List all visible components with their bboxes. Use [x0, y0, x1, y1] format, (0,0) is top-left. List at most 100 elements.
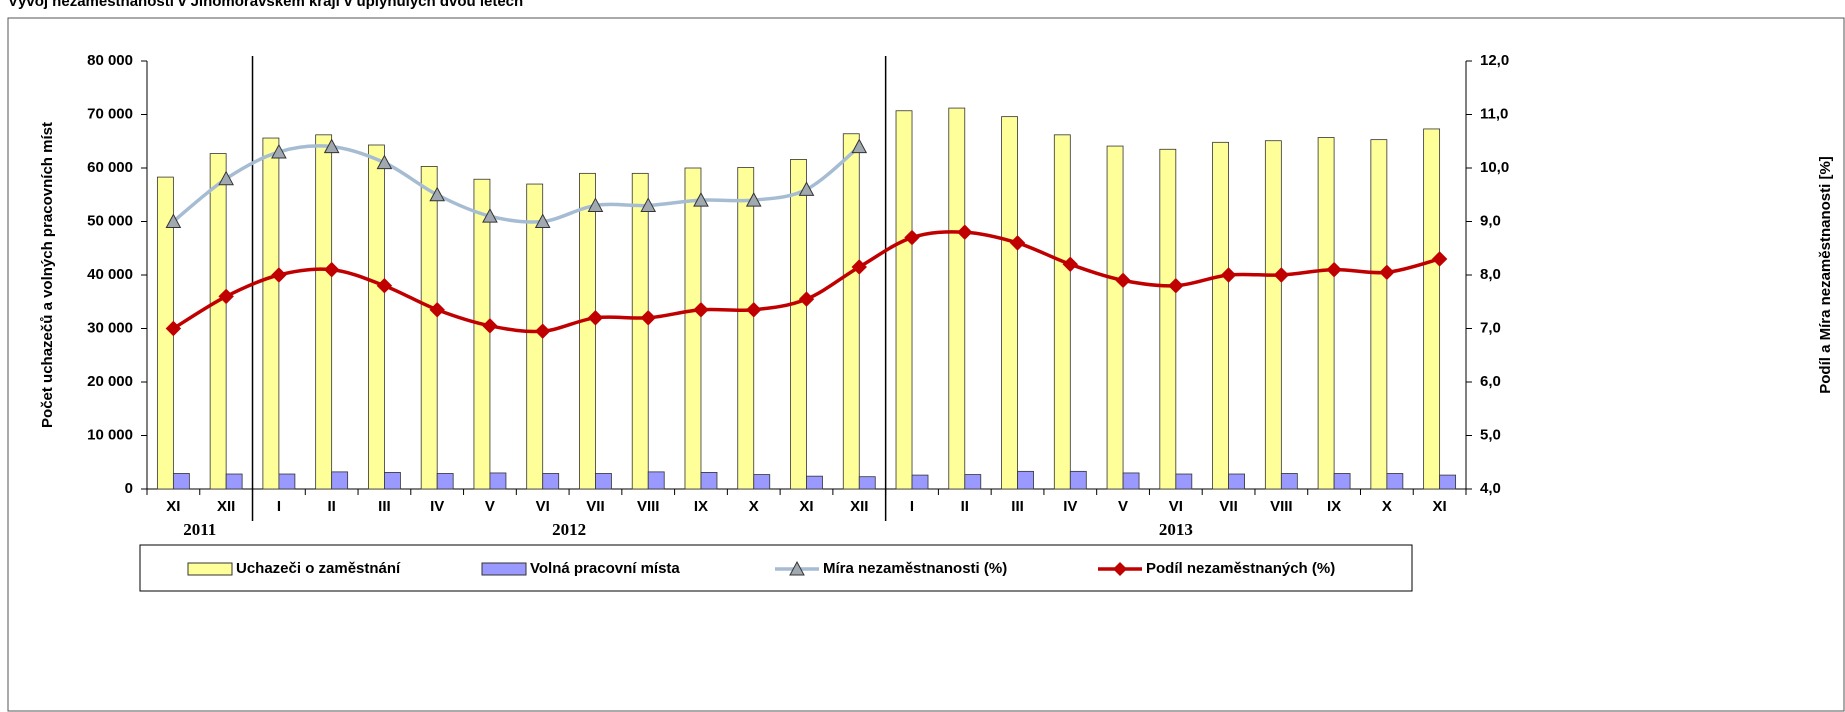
y2-tick-label: 5,0	[1480, 426, 1501, 443]
bar	[262, 137, 280, 490]
bar	[1106, 145, 1124, 490]
x-tick-label: VII	[586, 498, 604, 515]
bar	[278, 473, 296, 490]
bar	[1122, 472, 1140, 490]
x-tick-label: II	[961, 498, 969, 515]
marker	[323, 261, 340, 278]
marker	[323, 138, 340, 154]
bar	[368, 144, 385, 490]
x-tick-label: XII	[217, 498, 235, 515]
marker	[534, 323, 551, 339]
bar	[1264, 140, 1282, 490]
bar	[315, 134, 333, 490]
legend-marker	[789, 560, 805, 576]
x-tick-label: XI	[1433, 498, 1447, 515]
x-tick-label: X	[749, 498, 759, 515]
legend-marker	[1113, 562, 1127, 576]
marker	[640, 197, 657, 212]
marker	[957, 224, 973, 240]
bar	[842, 133, 860, 490]
x-tick-label: IX	[1327, 498, 1341, 515]
y2-axis-label: Podíl a Míra nezaměstnanosti [%]	[1817, 156, 1834, 394]
marker	[693, 302, 709, 318]
x-tick-label: XI	[799, 498, 813, 515]
marker	[429, 302, 445, 318]
bar	[1439, 474, 1457, 490]
marker	[165, 213, 182, 228]
bar	[579, 172, 596, 490]
marker	[429, 186, 446, 202]
year-label: 2011	[183, 520, 216, 539]
x-tick-label: I	[910, 498, 914, 515]
bar	[684, 167, 702, 490]
year-label: 2013	[1159, 520, 1193, 539]
x-tick-label: VIII	[637, 498, 660, 515]
bar	[806, 475, 823, 490]
marker	[1326, 261, 1342, 278]
bar	[526, 183, 544, 490]
bar	[1175, 473, 1193, 490]
bar	[631, 172, 649, 490]
bar	[1386, 473, 1404, 490]
bar	[1370, 139, 1388, 490]
marker	[218, 170, 234, 186]
x-tick-label: VIII	[1270, 498, 1293, 515]
marker	[1431, 251, 1448, 267]
x-tick-label: III	[1011, 498, 1024, 515]
marker	[904, 229, 920, 246]
bar	[1333, 473, 1351, 490]
legend-swatch	[187, 562, 233, 576]
bar	[542, 473, 560, 490]
bar	[911, 474, 929, 490]
legend-label: Míra nezaměstnanosti (%)	[823, 560, 1007, 577]
x-tick-label: V	[485, 498, 495, 515]
legend-label: Uchazeči o zaměstnání	[236, 560, 401, 577]
bar	[1001, 116, 1018, 490]
marker	[376, 154, 393, 170]
marker	[534, 213, 551, 228]
bar	[473, 178, 491, 490]
y2-tick-label: 8,0	[1480, 266, 1501, 283]
marker	[218, 288, 234, 305]
y-tick-label: 70 000	[87, 105, 133, 122]
x-tick-label: XI	[166, 498, 180, 515]
bar	[1212, 141, 1229, 490]
legend-swatch	[481, 562, 527, 576]
bar	[1159, 148, 1177, 490]
bar	[964, 474, 982, 490]
marker	[376, 277, 393, 294]
marker	[587, 310, 604, 326]
y-tick-label: 30 000	[87, 319, 133, 336]
y2-tick-label: 10,0	[1480, 159, 1509, 176]
y2-tick-label: 4,0	[1480, 480, 1501, 497]
bar	[790, 159, 807, 490]
bar	[948, 107, 966, 490]
bar	[753, 474, 771, 490]
x-tick-label: II	[327, 498, 335, 515]
marker	[1220, 267, 1237, 283]
x-tick-label: VI	[536, 498, 550, 515]
marker	[482, 208, 498, 223]
x-tick-label: XII	[850, 498, 868, 515]
x-tick-label: VI	[1169, 498, 1183, 515]
y2-tick-label: 9,0	[1480, 212, 1501, 229]
marker	[693, 192, 709, 207]
bar	[489, 472, 507, 490]
marker	[1062, 256, 1079, 273]
marker	[746, 302, 762, 318]
bar	[1017, 470, 1034, 490]
marker	[1168, 277, 1184, 294]
marker	[798, 181, 815, 196]
y2-tick-label: 6,0	[1480, 373, 1501, 390]
x-tick-label: IV	[1063, 498, 1077, 515]
bar	[737, 167, 755, 490]
marker	[640, 310, 656, 326]
y-tick-label: 0	[125, 480, 133, 497]
x-tick-label: IV	[430, 498, 444, 515]
y2-tick-label: 12,0	[1480, 52, 1509, 69]
y-tick-label: 50 000	[87, 212, 133, 229]
bar	[1228, 473, 1245, 490]
x-tick-label: X	[1382, 498, 1392, 515]
marker	[798, 291, 815, 307]
